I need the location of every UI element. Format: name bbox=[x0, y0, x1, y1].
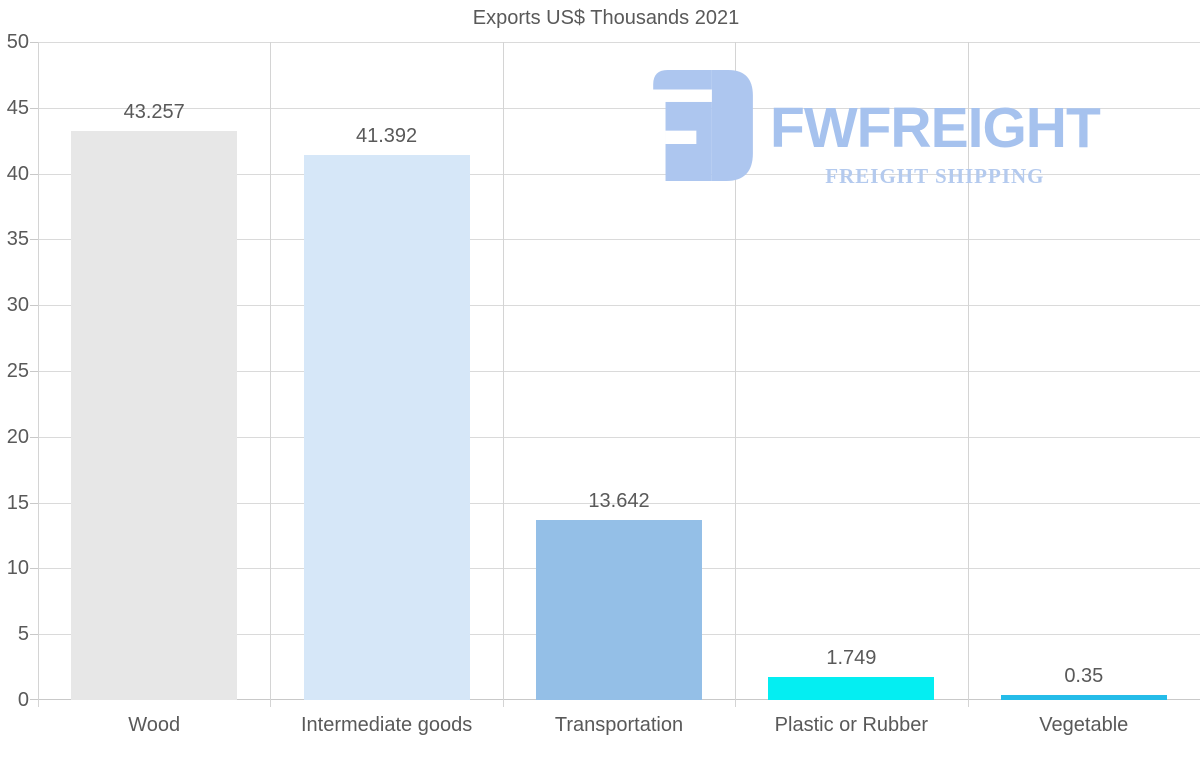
y-tick-label-30: 30 bbox=[6, 294, 29, 317]
logo-wordmark: FWFREIGHT bbox=[770, 96, 1101, 160]
logo-tagline: FREIGHT SHIPPING bbox=[825, 164, 1045, 188]
y-tick-10 bbox=[30, 568, 38, 570]
y-tick-label-25: 25 bbox=[6, 360, 29, 382]
y-tick-25 bbox=[30, 371, 38, 372]
y-tick-label-45: 45 bbox=[6, 96, 29, 119]
gridline-y-45 bbox=[38, 107, 1200, 109]
gridline-x-0 bbox=[38, 42, 39, 707]
brand-logo: FWFREIGHT FREIGHT SHIPPING bbox=[650, 70, 1101, 189]
y-tick-label-0: 0 bbox=[17, 689, 29, 711]
gridline-y-20 bbox=[38, 436, 1200, 438]
y-tick-50 bbox=[30, 42, 38, 43]
category-label-vegetable: Vegetable bbox=[1039, 714, 1129, 736]
gridline-x-3 bbox=[735, 42, 736, 707]
gridline-y-30 bbox=[38, 305, 1200, 307]
y-tick-40 bbox=[30, 173, 38, 175]
plot-area: 43.257 41.392 13.642 1.749 0.35 bbox=[38, 42, 1200, 707]
y-tick-35 bbox=[30, 239, 38, 241]
gridline-x-4 bbox=[968, 42, 969, 707]
gridline-y-25 bbox=[38, 371, 1200, 372]
logo-text-block: FWFREIGHT FREIGHT SHIPPING bbox=[770, 96, 1101, 189]
y-tick-label-5: 5 bbox=[17, 623, 29, 646]
y-tick-label-10: 10 bbox=[6, 557, 29, 580]
fwfreight-logo-icon bbox=[650, 70, 753, 181]
category-label-wood: Wood bbox=[128, 714, 181, 736]
y-tick-label-35: 35 bbox=[6, 228, 29, 251]
bar-vegetable bbox=[1000, 695, 1167, 700]
bar-value-label-vegetable: 0.35 bbox=[1064, 665, 1104, 688]
y-tick-0 bbox=[30, 699, 38, 700]
y-tick-label-20: 20 bbox=[6, 425, 29, 448]
bar-transportation bbox=[536, 520, 702, 700]
bar-plastic-or-rubber bbox=[768, 676, 935, 700]
category-label-plastic-or-rubber: Plastic or Rubber bbox=[774, 714, 929, 736]
chart-title: Exports US$ Thousands 2021 bbox=[472, 7, 740, 29]
y-tick-30 bbox=[30, 305, 38, 307]
gridline-x-1 bbox=[270, 42, 271, 707]
category-label-transportation: Transportation bbox=[554, 714, 684, 736]
gridline-y-15 bbox=[38, 502, 1200, 504]
y-tick-5 bbox=[30, 634, 38, 636]
gridline-y-50 bbox=[38, 42, 1200, 43]
category-label-intermediate-goods: Intermediate goods bbox=[300, 714, 473, 736]
bar-intermediate-goods bbox=[303, 155, 470, 700]
y-tick-45 bbox=[30, 107, 38, 109]
bar-value-label-intermediate-goods: 41.392 bbox=[356, 125, 418, 148]
gridline-x-2 bbox=[503, 42, 504, 707]
bar-value-label-transportation: 13.642 bbox=[588, 490, 650, 513]
y-tick-15 bbox=[30, 502, 38, 504]
y-tick-label-15: 15 bbox=[6, 491, 29, 514]
y-tick-20 bbox=[30, 436, 38, 438]
y-tick-label-40: 40 bbox=[6, 162, 29, 185]
y-tick-label-50: 50 bbox=[6, 31, 29, 53]
bar-value-label-plastic-or-rubber: 1.749 bbox=[826, 646, 877, 669]
bar-wood bbox=[71, 130, 238, 700]
gridline-y-35 bbox=[38, 239, 1200, 241]
bar-value-label-wood: 43.257 bbox=[123, 100, 185, 123]
gridline-y-40 bbox=[38, 173, 1200, 175]
